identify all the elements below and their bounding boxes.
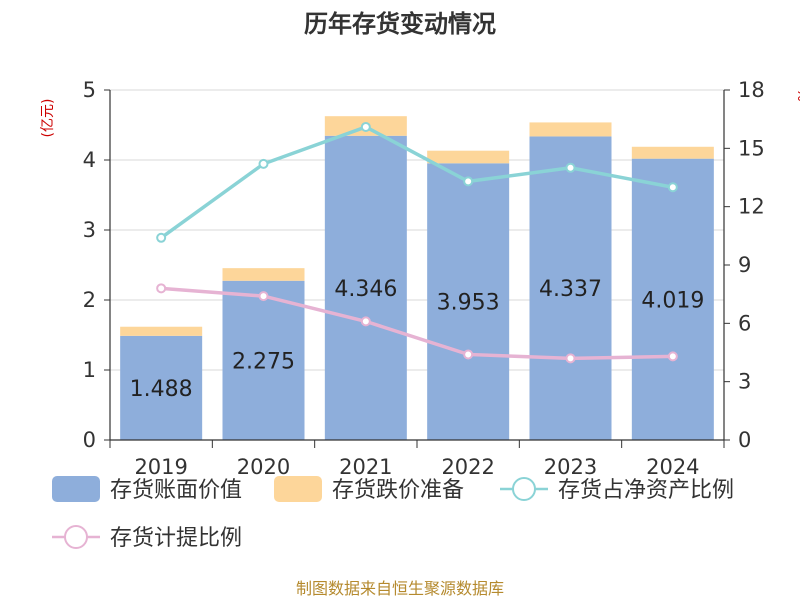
lines <box>156 121 678 364</box>
line-point <box>258 291 269 302</box>
chart-title: 历年存货变动情况 <box>304 10 496 38</box>
line-point <box>463 176 474 187</box>
grid-lines <box>110 89 724 371</box>
x-tick-label: 2021 <box>339 455 392 479</box>
bar-impairment <box>529 122 612 137</box>
line-point <box>565 353 576 364</box>
left-tick-label: 2 <box>83 288 96 312</box>
right-tick-label: 18 <box>738 78 765 102</box>
right-tick-label: 6 <box>738 311 751 335</box>
bar-impairment <box>427 150 510 164</box>
bar-impairment <box>631 146 714 159</box>
x-tick-label: 2022 <box>441 455 494 479</box>
x-tick-label: 2023 <box>544 455 597 479</box>
line-point <box>667 351 678 362</box>
left-axis-unit: (亿元) <box>40 99 56 138</box>
left-tick-label: 0 <box>83 428 96 452</box>
bar-book-value <box>324 135 407 440</box>
bar-value-label: 2.275 <box>232 349 295 374</box>
bar-impairment <box>120 326 203 336</box>
legend-label: 存货占净资产比例 <box>558 478 734 503</box>
line-net-asset-ratio <box>160 125 674 240</box>
right-tick-label: 12 <box>738 195 765 219</box>
legend-swatch <box>274 476 322 502</box>
bar-book-value <box>529 136 612 440</box>
bar-book-value <box>631 158 714 441</box>
left-tick-label: 4 <box>83 148 96 172</box>
bar-value-label: 4.346 <box>334 277 397 302</box>
line-point <box>258 158 269 169</box>
right-tick-label: 0 <box>738 428 751 452</box>
legend-label: 存货跌价准备 <box>332 478 464 503</box>
legend-swatch <box>52 476 100 502</box>
line-point <box>667 182 678 193</box>
x-tick-label: 2020 <box>237 455 290 479</box>
left-tick-label: 1 <box>83 358 96 382</box>
legend-marker <box>512 477 536 501</box>
line-point <box>156 283 167 294</box>
bar-value-label: 3.953 <box>437 291 500 316</box>
bars <box>120 116 714 441</box>
right-tick-label: 9 <box>738 253 751 277</box>
bar-value-label: 1.488 <box>130 377 193 402</box>
right-axis-unit: % <box>794 88 800 101</box>
right-tick-label: 15 <box>738 136 765 160</box>
right-tick-label: 3 <box>738 370 751 394</box>
bar-value-label: 4.019 <box>641 288 704 313</box>
legend-label: 存货计提比例 <box>110 526 242 551</box>
bar-impairment <box>222 268 305 281</box>
source-note: 制图数据来自恒生聚源数据库 <box>296 579 504 598</box>
left-tick-label: 3 <box>83 218 96 242</box>
legend-label: 存货账面价值 <box>110 478 242 503</box>
line-provision-ratio <box>161 286 673 361</box>
data-labels: 1.488 2.275 4.346 3.953 4.337 4.019 <box>130 277 705 402</box>
left-tick-label: 5 <box>83 78 96 102</box>
x-tick-label: 2019 <box>134 455 187 479</box>
bar-value-label: 4.337 <box>539 277 602 302</box>
line-point <box>565 162 576 173</box>
legend-marker <box>64 525 88 549</box>
bar-book-value <box>120 335 203 440</box>
line-point <box>360 121 371 132</box>
x-tick-label: 2024 <box>646 455 699 479</box>
bar-book-value <box>222 280 305 440</box>
line-point <box>156 232 167 243</box>
line-point <box>463 349 474 360</box>
bar-book-value <box>427 163 510 441</box>
line-point <box>360 316 371 327</box>
